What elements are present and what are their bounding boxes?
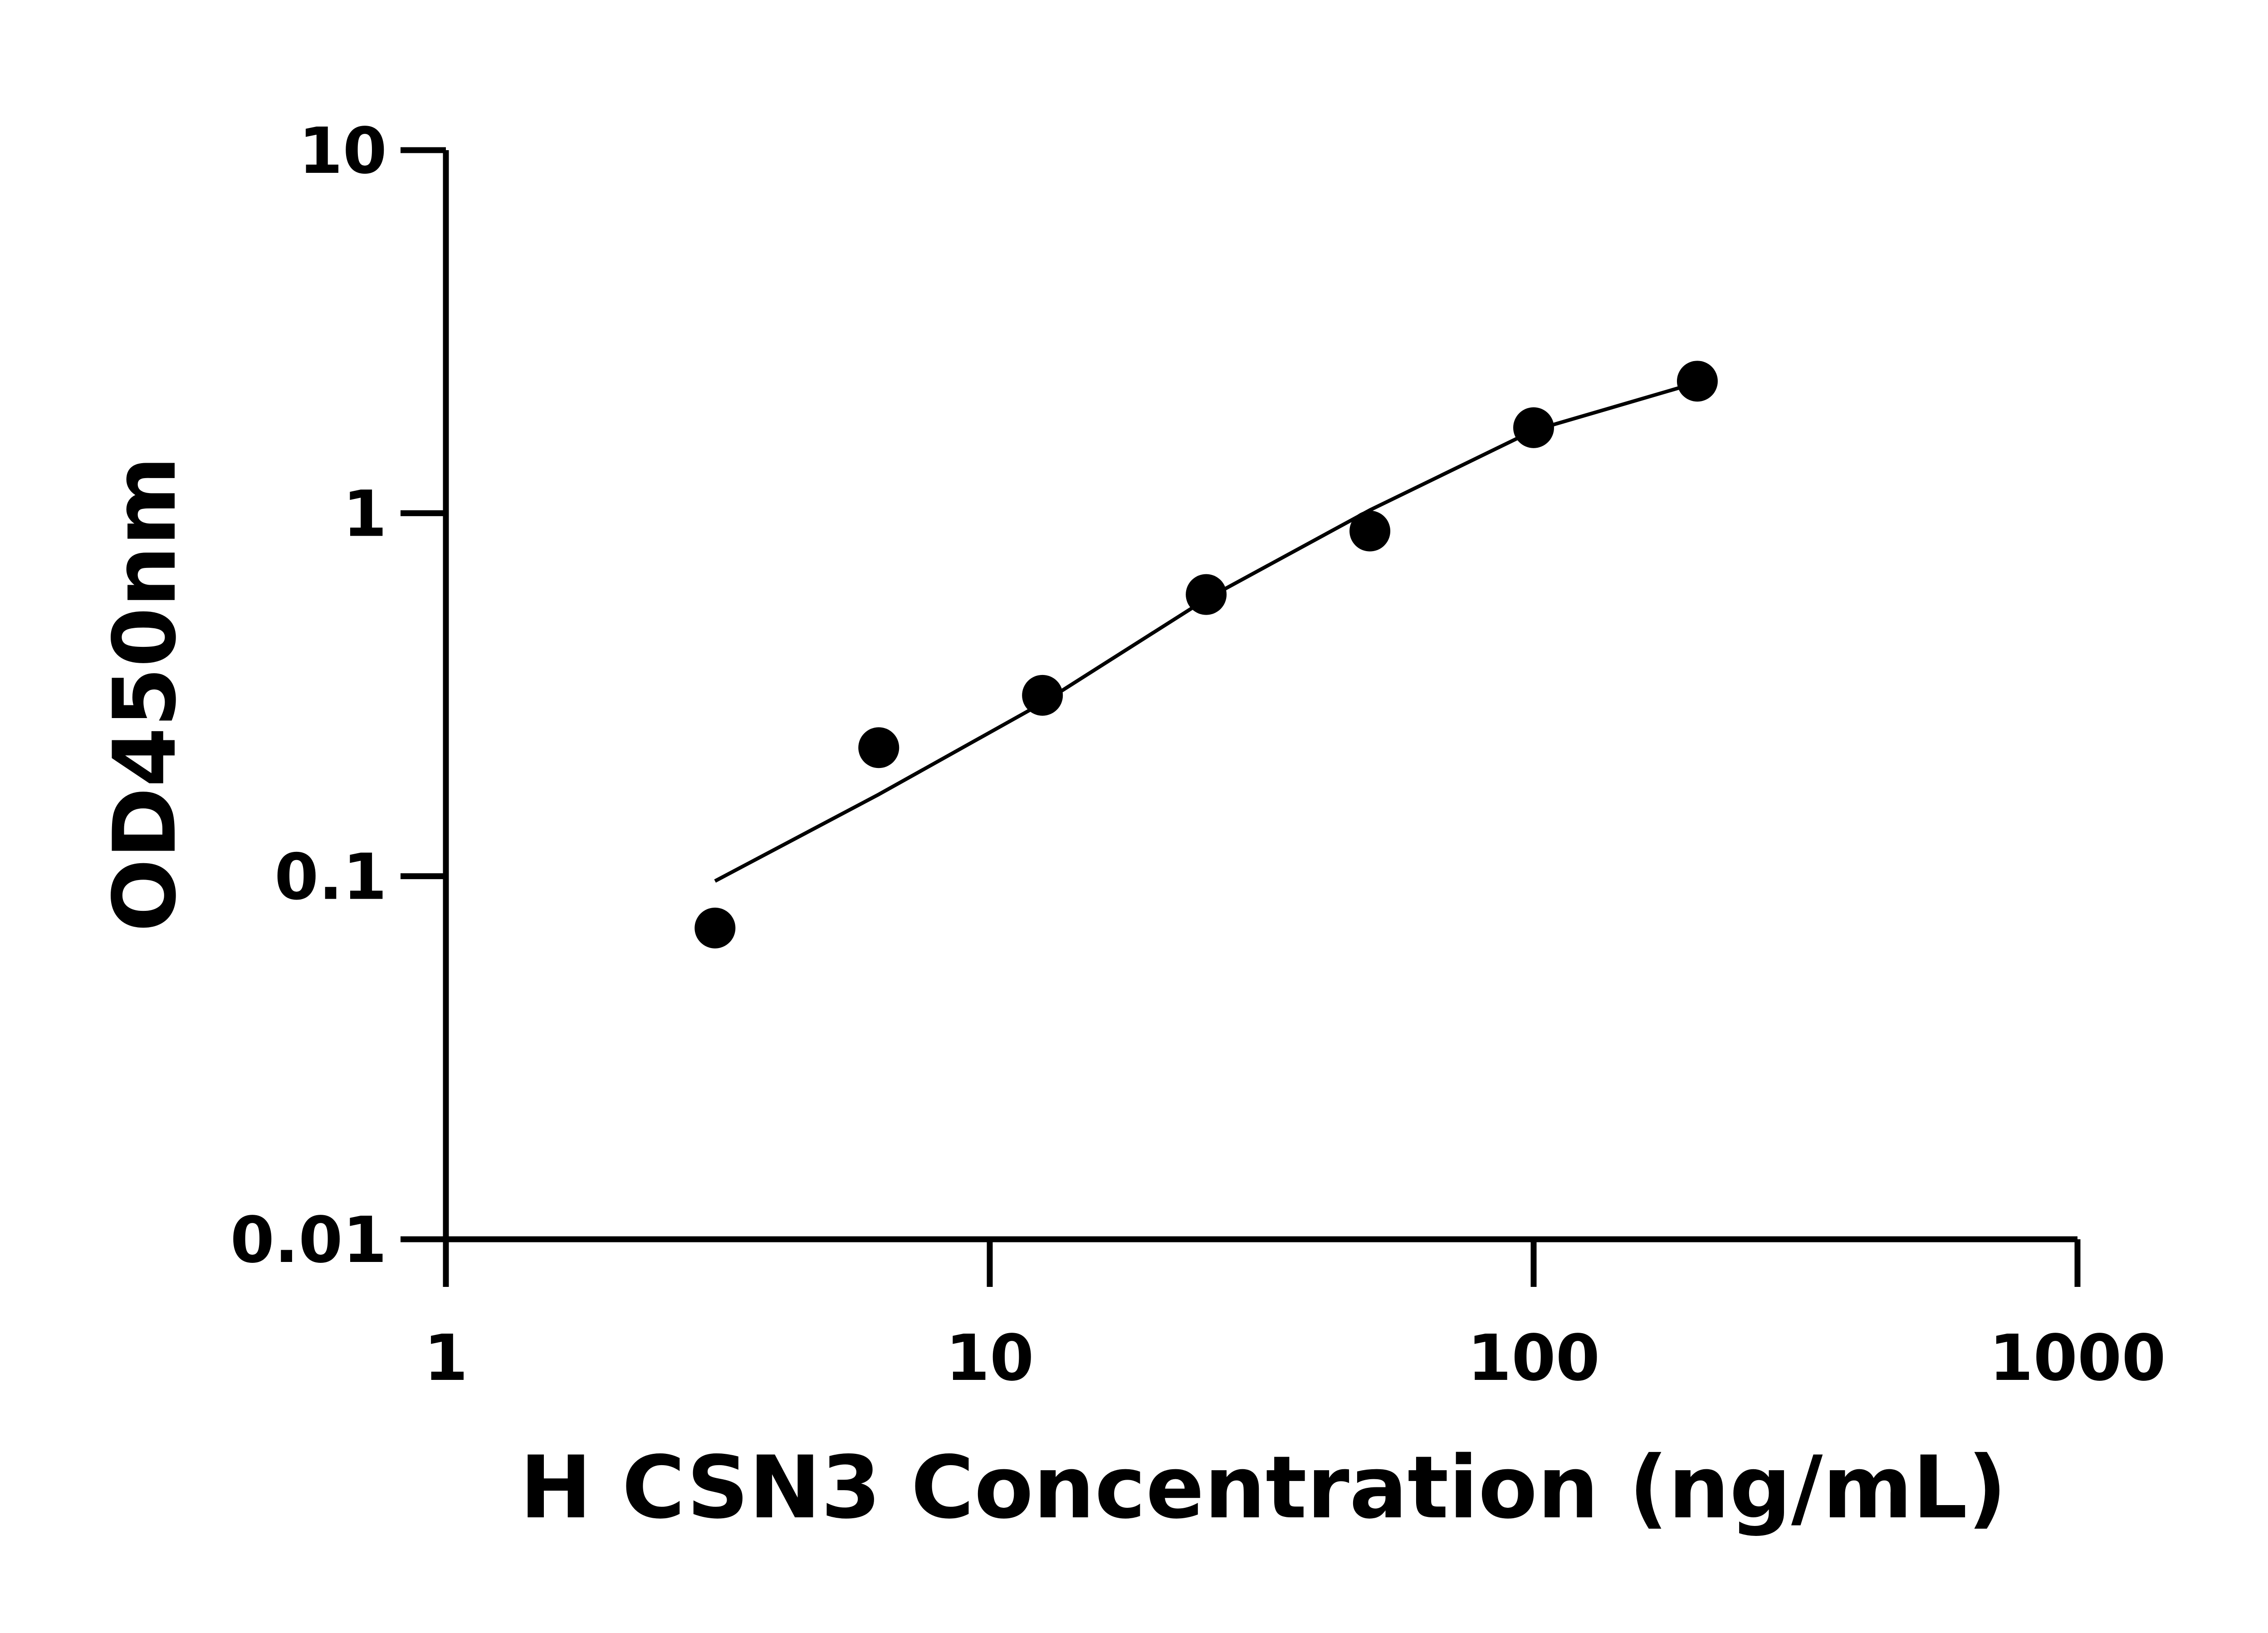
data-point xyxy=(1513,407,1554,448)
data-point xyxy=(1349,510,1391,552)
ticks: 1 10 100 1000 0.01 0.1 1 10 xyxy=(230,114,2166,1395)
y-tick-label: 10 xyxy=(298,114,387,188)
x-tick-label: 100 xyxy=(1467,1321,1600,1395)
axes xyxy=(443,150,2077,1242)
data-point xyxy=(1677,361,1718,402)
y-tick-label: 1 xyxy=(343,477,387,551)
data-point xyxy=(694,907,736,949)
marks xyxy=(694,361,1718,949)
y-tick-label: 0.01 xyxy=(230,1203,387,1277)
x-axis-title: H CSN3 Concentration (ng/mL) xyxy=(520,1437,2007,1538)
data-point xyxy=(858,727,899,768)
data-point xyxy=(1022,675,1063,716)
data-point xyxy=(1186,574,1227,615)
x-tick-label: 10 xyxy=(946,1321,1034,1395)
x-tick-label: 1000 xyxy=(1989,1321,2166,1395)
y-axis-title: OD450nm xyxy=(95,456,195,932)
y-tick-label: 0.1 xyxy=(274,841,387,914)
x-tick-label: 1 xyxy=(424,1321,468,1395)
fit-curve xyxy=(714,381,1698,883)
